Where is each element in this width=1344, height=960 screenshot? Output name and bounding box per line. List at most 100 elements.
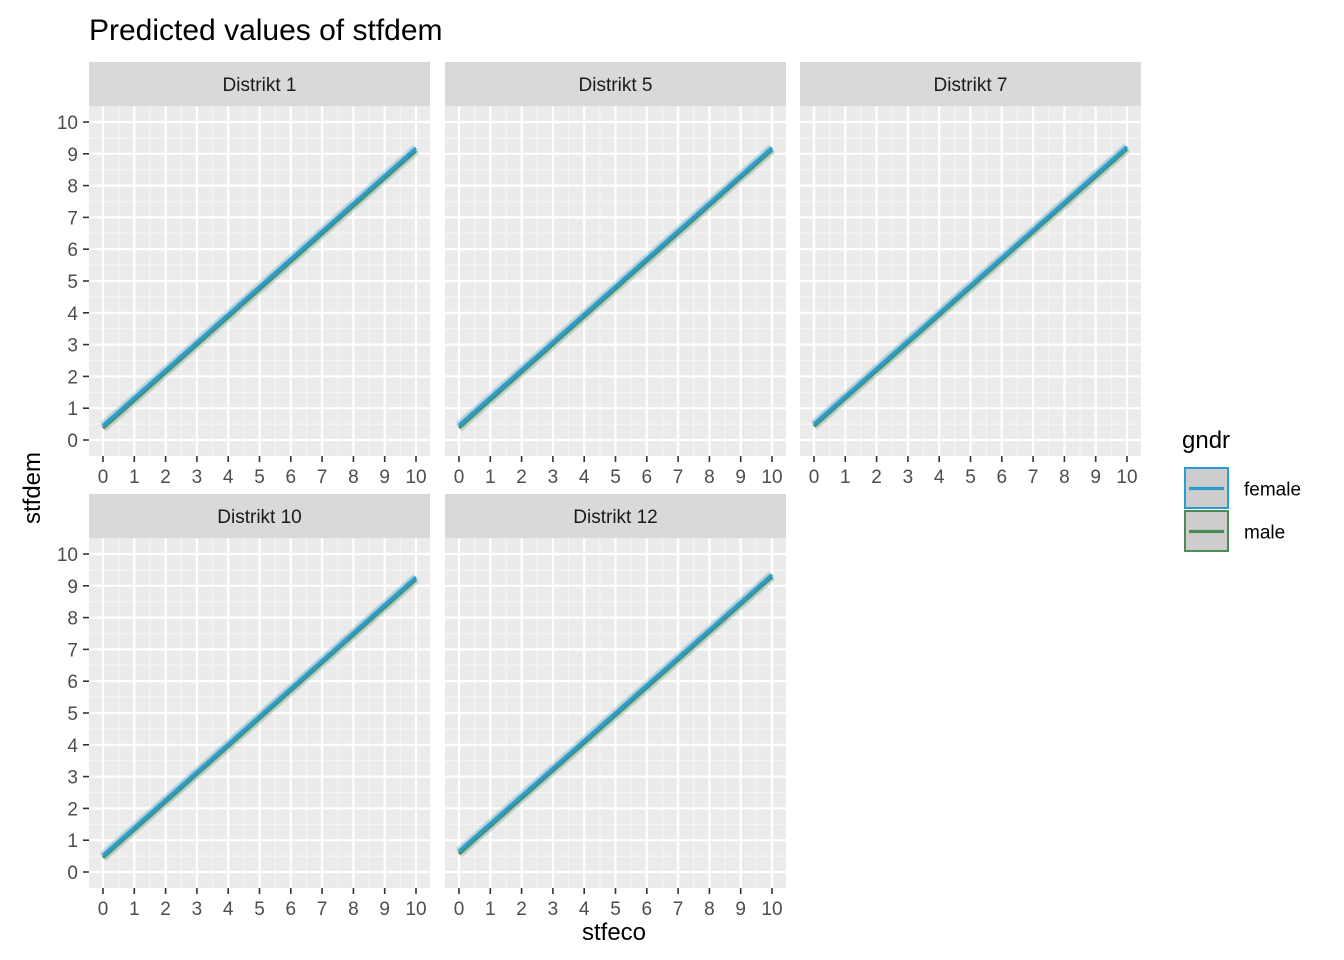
x-tick-label: 9 — [735, 899, 746, 920]
y-tick-label: 2 — [67, 367, 78, 388]
x-axis: 0 1 2 3 4 5 6 7 8 9 10 — [98, 888, 427, 920]
x-tick-label: 1 — [129, 899, 140, 920]
x-tick-label: 5 — [610, 467, 621, 488]
x-tick-label: 5 — [965, 467, 976, 488]
y-tick-label: 5 — [67, 272, 78, 293]
y-tick-label: 7 — [67, 640, 78, 661]
y-tick-label: 10 — [57, 545, 78, 566]
x-axis: 0 1 2 3 4 5 6 7 8 9 10 — [98, 456, 427, 488]
y-axis-title: stfdem — [19, 452, 46, 524]
y-axis: 0 1 2 3 4 5 6 7 8 9 10 — [57, 545, 89, 884]
x-tick-label: 4 — [934, 467, 945, 488]
x-tick-label: 10 — [761, 899, 782, 920]
y-tick-label: 4 — [67, 304, 78, 325]
legend: gndr female male — [1182, 427, 1301, 552]
y-tick-label: 8 — [67, 609, 78, 630]
y-tick-label: 8 — [67, 177, 78, 198]
x-axis: 0 1 2 3 4 5 6 7 8 9 10 — [809, 456, 1138, 488]
x-tick-label: 4 — [223, 467, 234, 488]
x-tick-label: 10 — [1116, 467, 1137, 488]
x-tick-label: 9 — [1090, 467, 1101, 488]
x-tick-label: 10 — [761, 467, 782, 488]
x-tick-label: 3 — [192, 899, 203, 920]
facet-panel: Distrikt 7 0 1 2 3 4 5 6 7 8 9 10 — [800, 62, 1141, 488]
facet-strip-label: Distrikt 7 — [934, 75, 1008, 96]
x-tick-label: 0 — [809, 467, 820, 488]
x-tick-label: 6 — [286, 899, 297, 920]
x-tick-label: 1 — [485, 467, 496, 488]
facet-strip-label: Distrikt 10 — [217, 507, 301, 528]
legend-label: female — [1244, 480, 1301, 501]
x-tick-label: 0 — [98, 899, 109, 920]
x-tick-label: 4 — [223, 899, 234, 920]
facet-panel: Distrikt 5 0 1 2 3 4 5 6 7 8 9 10 — [445, 62, 786, 488]
x-tick-label: 5 — [254, 467, 265, 488]
y-tick-label: 0 — [67, 863, 78, 884]
series-line-female — [101, 146, 418, 427]
x-tick-label: 4 — [579, 899, 590, 920]
x-tick-label: 9 — [379, 899, 390, 920]
x-tick-label: 0 — [454, 467, 465, 488]
facet-strip-label: Distrikt 5 — [579, 75, 653, 96]
x-tick-label: 9 — [379, 467, 390, 488]
series-line-male — [101, 578, 418, 859]
x-tick-label: 4 — [579, 467, 590, 488]
y-tick-label: 2 — [67, 799, 78, 820]
y-tick-label: 3 — [67, 768, 78, 789]
facet-strip — [445, 62, 786, 106]
x-axis: 0 1 2 3 4 5 6 7 8 9 10 — [454, 456, 783, 488]
gridlines — [445, 106, 786, 456]
x-tick-label: 8 — [348, 899, 359, 920]
y-tick-label: 1 — [67, 399, 78, 420]
x-tick-label: 7 — [317, 467, 328, 488]
x-tick-label: 7 — [1028, 467, 1039, 488]
x-tick-label: 8 — [704, 899, 715, 920]
legend-title: gndr — [1182, 427, 1230, 454]
series-line-female — [457, 146, 774, 427]
x-tick-label: 5 — [254, 899, 265, 920]
x-tick-label: 7 — [673, 899, 684, 920]
facet-strip — [800, 62, 1141, 106]
x-tick-label: 0 — [98, 467, 109, 488]
legend-item-female: female — [1184, 467, 1301, 509]
y-tick-label: 4 — [67, 736, 78, 757]
legend-label: male — [1244, 523, 1285, 544]
y-tick-label: 10 — [57, 113, 78, 134]
x-tick-label: 8 — [704, 467, 715, 488]
x-tick-label: 6 — [997, 467, 1008, 488]
y-tick-label: 5 — [67, 704, 78, 725]
x-tick-label: 6 — [642, 467, 653, 488]
x-tick-label: 6 — [286, 467, 297, 488]
x-tick-label: 8 — [1059, 467, 1070, 488]
facet-strip-label: Distrikt 1 — [223, 75, 297, 96]
x-tick-label: 2 — [516, 467, 527, 488]
facet-strip — [445, 494, 786, 538]
facet-strip — [89, 62, 430, 106]
y-tick-label: 6 — [67, 672, 78, 693]
x-tick-label: 10 — [405, 899, 426, 920]
x-axis: 0 1 2 3 4 5 6 7 8 9 10 — [454, 888, 783, 920]
facet-panel: Distrikt 12 0 1 2 3 4 5 6 7 8 9 10 — [445, 494, 786, 920]
y-axis: 0 1 2 3 4 5 6 7 8 9 10 — [57, 113, 89, 452]
x-tick-label: 3 — [548, 467, 559, 488]
x-tick-label: 2 — [516, 899, 527, 920]
series-line-female — [457, 573, 774, 853]
y-tick-label: 1 — [67, 831, 78, 852]
y-tick-label: 3 — [67, 336, 78, 357]
y-tick-label: 0 — [67, 431, 78, 452]
series-line-female — [812, 145, 1129, 426]
series-line-male — [457, 148, 774, 430]
chart-title: Predicted values of stfdem — [89, 14, 443, 47]
x-tick-label: 0 — [454, 899, 465, 920]
x-tick-label: 8 — [348, 467, 359, 488]
x-tick-label: 3 — [903, 467, 914, 488]
x-axis-title: stfeco — [582, 919, 646, 946]
y-tick-label: 9 — [67, 577, 78, 598]
gridlines — [445, 538, 786, 888]
y-tick-label: 6 — [67, 240, 78, 261]
gridlines — [89, 106, 430, 456]
facet-strip — [89, 494, 430, 538]
